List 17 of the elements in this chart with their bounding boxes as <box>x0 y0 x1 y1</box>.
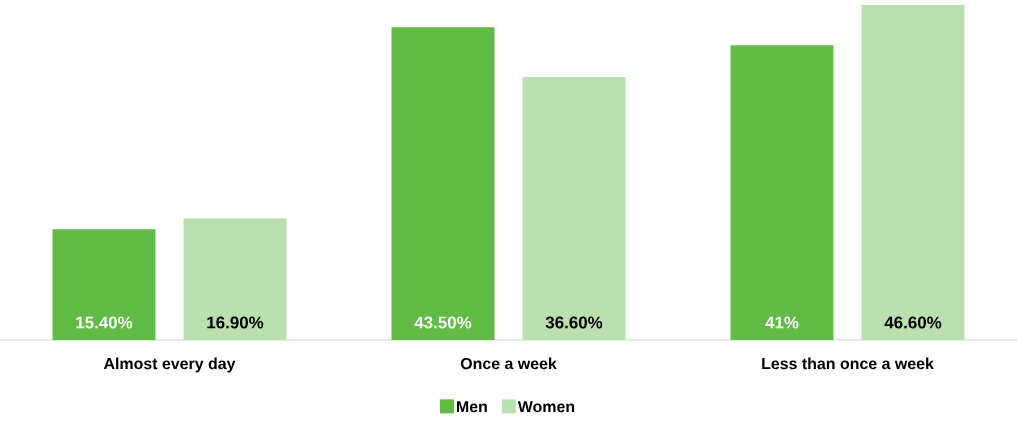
bar <box>52 229 156 340</box>
data-label: 16.90% <box>207 316 264 329</box>
legend-label: Women <box>517 401 575 413</box>
bar <box>861 4 965 340</box>
data-label: 43.50% <box>414 316 472 329</box>
x-tick-label: Almost every day <box>103 357 236 373</box>
data-label: 46.60% <box>884 316 942 329</box>
legend-label: Men <box>457 401 487 413</box>
data-label: 15.40% <box>76 316 133 329</box>
x-tick-label: Once a week <box>460 357 557 370</box>
x-tick-label: Less than once a week <box>762 357 934 370</box>
bar <box>730 45 834 340</box>
bar <box>522 76 626 340</box>
data-label: 41% <box>765 316 799 329</box>
data-label: 36.60% <box>545 316 603 329</box>
bar <box>183 218 287 340</box>
bar <box>391 27 495 340</box>
